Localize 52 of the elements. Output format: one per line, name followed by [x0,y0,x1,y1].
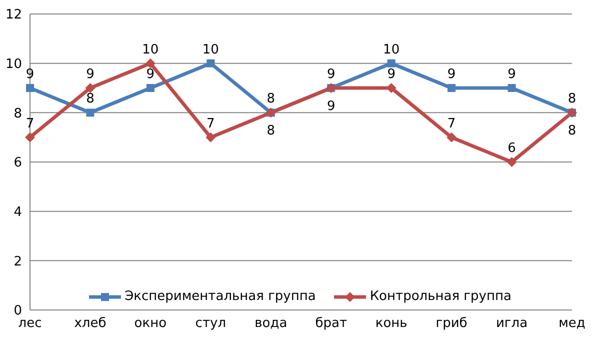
point [25,132,35,142]
y-tick-label: 0 [14,304,22,319]
data-label: 7 [26,116,34,132]
data-label: 9 [86,67,94,82]
point [508,84,516,92]
data-label: 7 [206,116,215,132]
x-tick-label: мед [558,316,586,332]
x-tick-label: брат [315,316,348,332]
x-tick-label: гриб [436,316,468,332]
x-tick-label: вода [254,316,288,332]
x-tick-label: стул [195,316,226,332]
x-tick-label: окно [134,316,167,332]
data-label: 10 [142,42,159,58]
y-tick-label: 12 [5,8,22,23]
legend-label: Экспериментальная группа [124,289,316,304]
data-label: 7 [447,116,456,132]
point [206,132,216,142]
data-label: 6 [508,141,516,156]
data-label: 9 [26,67,34,82]
y-tick-label: 4 [14,204,22,220]
point [146,84,154,92]
y-tick-label: 6 [14,156,22,171]
point [446,132,457,142]
point [206,59,215,68]
y-tick-label: 10 [5,56,22,72]
data-label: 9 [326,67,336,82]
data-label: 8 [266,92,276,107]
x-tick-label: конь [375,316,408,332]
point [145,58,156,68]
data-label: 9 [326,99,336,114]
data-label: 10 [202,42,219,58]
data-label: 8 [266,124,276,139]
y-tick-label: 8 [14,106,22,122]
point [26,84,34,92]
legend-label: Контрольная группа [370,289,512,304]
x-tick-label: лес [18,316,42,332]
data-label: 8 [568,124,576,139]
point [506,157,517,167]
data-label: 8 [568,92,576,107]
data-label: 8 [86,92,94,107]
point [448,84,456,92]
data-label: 9 [387,67,396,82]
y-tick-label: 2 [14,254,22,270]
data-label: 9 [447,67,456,82]
x-tick-label: игла [496,316,528,332]
point [86,108,94,117]
x-tick-label: хлеб [74,316,106,332]
point [85,83,96,93]
point [387,59,396,68]
data-label: 9 [508,67,516,82]
data-label: 9 [146,67,155,82]
data-label: 10 [383,42,400,58]
